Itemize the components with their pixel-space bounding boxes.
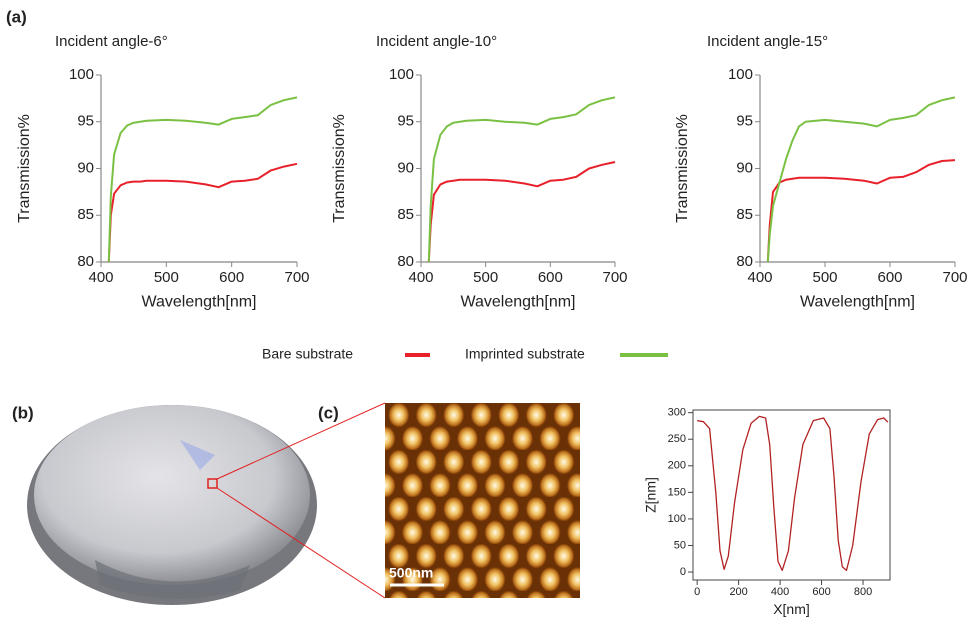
x-tick-label: 700 [942, 269, 967, 286]
y-tick-label: 85 [77, 206, 94, 223]
y-tick-label: 100 [389, 66, 414, 83]
y-tick-label: 300 [668, 407, 686, 419]
x-tick-label: 500 [473, 269, 498, 286]
y-axis-label: Z[nm] [643, 477, 659, 513]
x-tick-label: 700 [284, 269, 309, 286]
x-tick-label: 800 [854, 586, 872, 598]
y-tick-label: 0 [680, 566, 686, 578]
data-line [427, 161, 616, 263]
y-tick-label: 95 [736, 113, 753, 130]
y-tick-label: 80 [736, 253, 753, 270]
y-tick-label: 80 [77, 253, 94, 270]
panel-label: (c) [318, 403, 339, 422]
data-line [766, 159, 956, 263]
data-line [107, 96, 298, 263]
chart-title: Incident angle-15° [707, 33, 828, 50]
x-tick-label: 600 [538, 269, 563, 286]
x-tick-label: 600 [877, 269, 902, 286]
chart-title: Incident angle-6° [55, 33, 168, 50]
y-axis-label: Transmission% [674, 114, 691, 223]
y-tick-label: 200 [668, 460, 686, 472]
y-tick-label: 100 [728, 66, 753, 83]
chart-title: Incident angle-10° [376, 33, 497, 50]
x-tick-label: 400 [747, 269, 772, 286]
zoom-box [207, 478, 218, 489]
x-axis-label: X[nm] [773, 601, 810, 617]
y-tick-label: 85 [397, 206, 414, 223]
data-line [107, 162, 298, 263]
zoom-line [216, 487, 386, 599]
x-tick-label: 600 [812, 586, 830, 598]
y-tick-label: 250 [668, 433, 686, 445]
y-tick-label: 90 [397, 159, 414, 176]
zoom-line [216, 402, 386, 480]
data-line [766, 96, 956, 263]
y-tick-label: 50 [674, 539, 686, 551]
y-tick-label: 85 [736, 206, 753, 223]
data-line [696, 415, 889, 572]
x-tick-label: 400 [408, 269, 433, 286]
y-tick-label: 95 [397, 113, 414, 130]
x-tick-label: 400 [88, 269, 113, 286]
panel-label: (b) [12, 403, 34, 422]
y-axis-label: Transmission% [16, 114, 33, 223]
y-tick-label: 150 [668, 486, 686, 498]
y-tick-label: 100 [668, 513, 686, 525]
lens-reflection [180, 440, 215, 470]
x-tick-label: 0 [694, 586, 700, 598]
afm-pattern [385, 403, 580, 598]
scale-bar-label: 500nm [389, 565, 433, 581]
x-axis-label: Wavelength[nm] [460, 294, 575, 311]
x-tick-label: 600 [219, 269, 244, 286]
lens-photo [34, 405, 310, 585]
data-line [427, 96, 616, 263]
legend-label: Bare substrate [262, 346, 353, 362]
y-tick-label: 90 [77, 159, 94, 176]
x-tick-label: 200 [729, 586, 747, 598]
x-tick-label: 400 [771, 586, 789, 598]
y-tick-label: 90 [736, 159, 753, 176]
y-tick-label: 95 [77, 113, 94, 130]
plot-frame [692, 409, 891, 581]
x-axis-label: Wavelength[nm] [800, 294, 915, 311]
x-tick-label: 500 [812, 269, 837, 286]
x-axis-label: Wavelength[nm] [141, 294, 256, 311]
x-tick-label: 700 [602, 269, 627, 286]
legend-label: Imprinted substrate [465, 346, 585, 362]
x-tick-label: 500 [154, 269, 179, 286]
y-tick-label: 100 [69, 66, 94, 83]
y-tick-label: 80 [397, 253, 414, 270]
lens-reflection [95, 560, 250, 599]
y-axis-label: Transmission% [331, 114, 348, 223]
panel-label: (a) [6, 7, 27, 26]
